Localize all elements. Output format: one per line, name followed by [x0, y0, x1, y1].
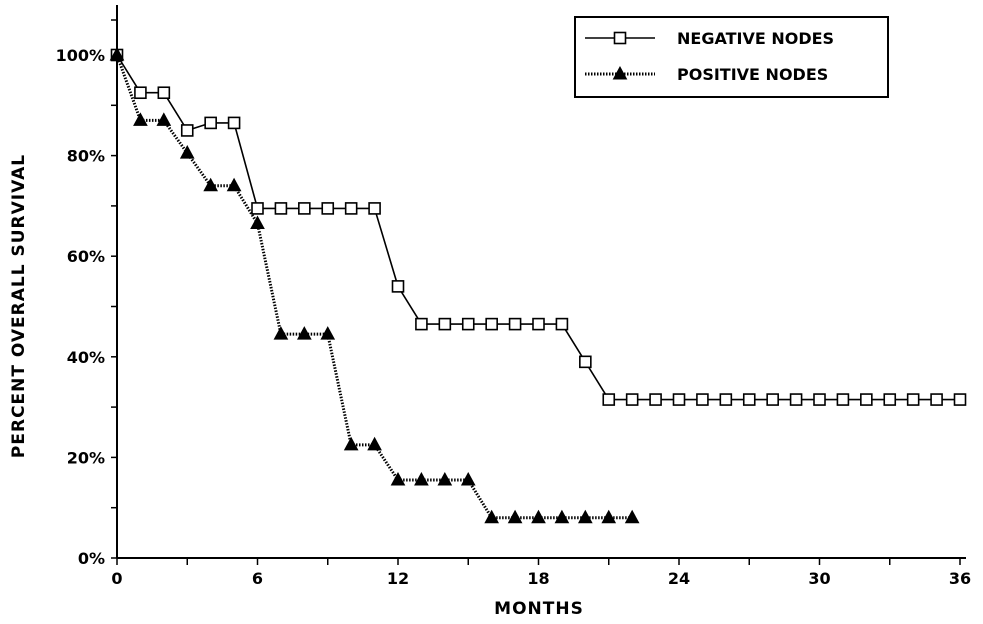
y-axis-title: PERCENT OVERALL SURVIVAL [9, 154, 29, 458]
data-point [555, 317, 569, 331]
data-point [672, 393, 686, 406]
data-point [719, 393, 733, 406]
data-point [415, 317, 428, 331]
data-point [531, 509, 546, 524]
data-point [391, 280, 405, 293]
data-point [320, 326, 336, 340]
data-point [180, 124, 194, 137]
legend-marker [613, 31, 627, 45]
data-point [579, 355, 592, 369]
data-point [296, 326, 312, 340]
data-point [109, 46, 125, 61]
data-point [624, 509, 640, 524]
y-tick-label: 60% [67, 247, 105, 266]
data-point [226, 177, 242, 192]
x-axis-title: MONTHS [494, 599, 584, 619]
legend-box [574, 16, 889, 98]
data-point [438, 317, 452, 331]
data-point [625, 393, 639, 406]
data-point [250, 215, 265, 230]
data-point [508, 317, 522, 331]
data-point [156, 112, 172, 126]
data-point [742, 393, 756, 406]
x-tick-label: 12 [387, 569, 409, 588]
data-point [836, 393, 850, 406]
x-tick-label: 6 [252, 569, 263, 588]
data-point [367, 436, 382, 451]
series-line [116, 54, 960, 401]
data-point [813, 393, 826, 406]
data-point [343, 436, 359, 451]
data-point [601, 509, 617, 524]
x-tick-label: 24 [668, 569, 690, 588]
data-point [251, 202, 264, 215]
x-tick-label: 18 [527, 569, 549, 588]
data-point [789, 393, 803, 406]
data-point [157, 86, 171, 100]
data-point [577, 509, 593, 524]
y-tick-label: 40% [67, 348, 105, 367]
data-point [696, 393, 709, 406]
data-point [134, 86, 147, 100]
y-tick-label: 20% [67, 448, 105, 467]
data-point [274, 202, 288, 215]
data-point [460, 471, 476, 486]
data-point [298, 202, 311, 215]
y-tick-label: 80% [67, 147, 105, 166]
data-point [860, 393, 873, 406]
data-point [507, 509, 523, 524]
axes: 0% 20% 40% 60% 80% 100% 0 6 12 18 24 30 36 [56, 5, 971, 588]
data-point [203, 177, 219, 192]
data-point [390, 471, 406, 486]
data-point [532, 317, 545, 331]
data-point [766, 393, 779, 406]
data-point [906, 393, 920, 406]
x-tick-label: 0 [111, 569, 122, 588]
data-point [554, 509, 570, 524]
y-tick-label: 100% [56, 46, 105, 65]
data-point [461, 317, 475, 331]
data-point [204, 116, 217, 130]
data-point [368, 202, 381, 215]
data-point [414, 471, 429, 486]
data-point [344, 202, 358, 215]
legend-marker [612, 65, 628, 80]
data-point [227, 116, 241, 130]
series-negative-nodes [110, 48, 967, 406]
data-point [883, 393, 897, 406]
y-tick-label: 0% [78, 549, 105, 568]
data-point [930, 393, 943, 406]
x-tick-label: 36 [949, 569, 971, 588]
data-point [484, 509, 500, 524]
legend: NEGATIVE NODES POSITIVE NODES [574, 16, 889, 98]
data-point [602, 393, 616, 406]
x-tick-label: 30 [808, 569, 830, 588]
legend-label: POSITIVE NODES [677, 65, 828, 84]
data-point [321, 202, 335, 215]
data-point [953, 393, 967, 406]
data-point [485, 317, 498, 331]
series-positive-nodes [109, 46, 640, 524]
data-point [649, 393, 662, 406]
series-layer [109, 46, 967, 524]
data-point [437, 471, 453, 486]
data-point [273, 326, 289, 340]
data-point [179, 145, 195, 159]
legend-label: NEGATIVE NODES [677, 29, 834, 48]
data-point [133, 112, 148, 126]
